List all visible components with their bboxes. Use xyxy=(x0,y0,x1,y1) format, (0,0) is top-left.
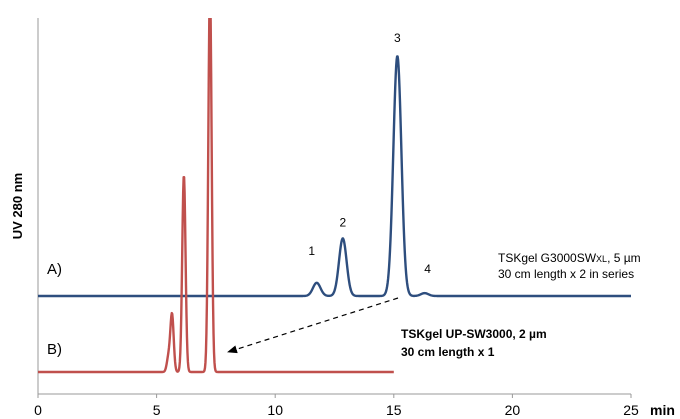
peak-label-4: 4 xyxy=(424,262,431,276)
series-a-line xyxy=(37,55,632,298)
trace-label-a: A) xyxy=(47,261,62,278)
axes xyxy=(37,18,631,395)
annotation-a-line1: TSKgel G3000SWXL, 5 µm xyxy=(498,251,641,265)
y-axis-title: UV 280 nm xyxy=(10,173,25,239)
comparison-arrow xyxy=(227,297,399,354)
annotation-a-suffix: XL xyxy=(596,254,607,264)
annotation-a-column: TSKgel G3000SW xyxy=(498,251,597,265)
trace-label-b: B) xyxy=(47,341,62,358)
x-tick-label: 20 xyxy=(505,402,521,418)
series-layer xyxy=(37,18,632,374)
x-ticks xyxy=(37,394,632,398)
peak-label-2: 2 xyxy=(339,215,346,229)
annotation-b-line2: 30 cm length x 1 xyxy=(401,345,495,359)
x-tick-labels: 0 5 10 15 20 25 xyxy=(34,402,639,418)
x-tick-label: 5 xyxy=(153,402,161,418)
x-tick-label: 25 xyxy=(623,402,639,418)
annotation-b-line1: TSKgel UP-SW3000, 2 µm xyxy=(401,327,547,341)
annotation-a-particle: , 5 µm xyxy=(607,251,641,265)
x-tick-label: 15 xyxy=(386,402,402,418)
annotation-a-line2: 30 cm length x 2 in series xyxy=(498,267,634,281)
peak-label-1: 1 xyxy=(308,244,315,258)
series-b-line xyxy=(37,18,395,374)
x-tick-label: 0 xyxy=(34,402,42,418)
x-axis-unit: min xyxy=(650,402,675,418)
peak-labels: 1 2 3 4 xyxy=(308,31,431,276)
x-tick-label: 10 xyxy=(267,402,283,418)
peak-label-3: 3 xyxy=(394,31,401,45)
